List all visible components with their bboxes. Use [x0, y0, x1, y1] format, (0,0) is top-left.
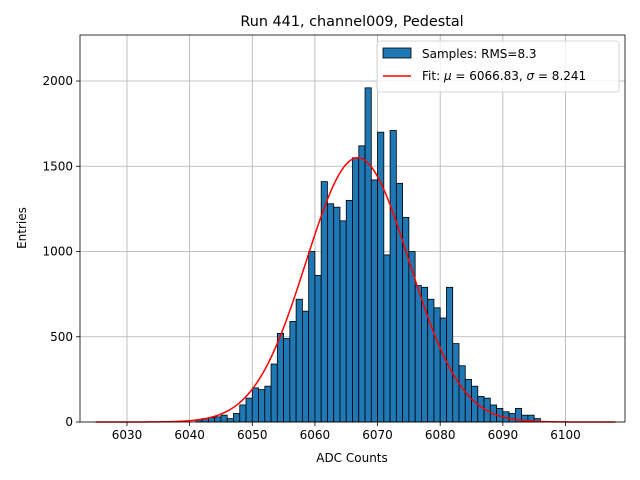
- x-tick-label: 6100: [550, 428, 581, 442]
- histogram-bar: [239, 404, 247, 423]
- histogram-bar: [308, 251, 316, 423]
- histogram-bar: [458, 365, 466, 423]
- histogram-bar: [220, 414, 228, 423]
- histogram-bar: [289, 321, 297, 423]
- histogram-bar: [477, 396, 485, 423]
- histogram-bar: [377, 131, 385, 423]
- plot-frame: [79, 34, 626, 423]
- histogram-bar: [245, 397, 253, 423]
- gaussian-fit-curve: [95, 156, 616, 423]
- legend-samples-label: Samples: RMS=8.3: [422, 47, 537, 61]
- histogram-bar: [283, 338, 291, 423]
- x-axis-label: ADC Counts: [316, 451, 388, 465]
- y-tick-label: 1000: [42, 245, 73, 259]
- histogram-bar: [314, 274, 322, 423]
- legend-fit-mu-symbol: μ: [443, 69, 452, 83]
- histogram-bar: [383, 254, 391, 423]
- histogram-bar: [233, 413, 241, 423]
- legend-fit-mu-value: = 6066.83,: [452, 69, 527, 83]
- histogram-bar: [301, 310, 310, 423]
- legend-fit-sigma-symbol: σ: [527, 69, 535, 83]
- histogram-bar: [276, 332, 284, 423]
- legend: Samples: RMS=8.3 Fit: μ = 6066.83, σ = 8…: [376, 40, 620, 93]
- histogram-bar: [258, 389, 266, 423]
- y-axis-label: Entries: [15, 207, 29, 249]
- histogram-bar: [446, 286, 454, 423]
- histogram-bar: [214, 416, 222, 423]
- histogram-bar: [364, 87, 372, 423]
- x-tick-label: 6090: [488, 428, 519, 442]
- y-tick-label: 500: [50, 330, 73, 344]
- legend-box: [376, 40, 620, 93]
- histogram-bar: [508, 413, 516, 423]
- histogram-bar: [414, 285, 422, 423]
- x-tick-label: 6030: [112, 428, 143, 442]
- histogram-bar: [358, 145, 366, 423]
- histogram-bar: [464, 378, 472, 423]
- y-tick-label: 0: [65, 415, 73, 429]
- x-tick-label: 6070: [362, 428, 393, 442]
- histogram-bar: [270, 363, 278, 423]
- chart-title: Run 441, channel009, Pedestal: [240, 14, 463, 30]
- histogram-bar: [345, 199, 353, 423]
- y-tick-label: 1500: [42, 159, 73, 173]
- histogram-bar: [395, 182, 404, 423]
- histogram-bar: [389, 130, 397, 423]
- histogram-bar: [439, 317, 447, 423]
- histogram-bar: [333, 206, 341, 423]
- x-tick-label: 6050: [237, 428, 268, 442]
- x-axis-ticks: 6030 6040 6050 6060 6070 6080 6090 6100: [112, 422, 581, 442]
- legend-fit-sigma-value: = 8.241: [534, 69, 586, 83]
- histogram-bar: [327, 203, 335, 423]
- legend-fit-label: Fit: μ = 6066.83, σ = 8.241: [422, 69, 586, 83]
- histogram-bar: [370, 179, 378, 423]
- histogram-bar: [320, 181, 328, 423]
- legend-fit-prefix: Fit:: [422, 69, 444, 83]
- histogram-bar: [226, 418, 234, 423]
- y-axis-ticks: 0 500 1000 1500 2000: [42, 74, 80, 429]
- histogram-bar: [339, 220, 347, 423]
- histogram-bar: [295, 298, 303, 423]
- histogram-bar: [251, 387, 259, 423]
- legend-samples-swatch: [382, 47, 412, 59]
- histogram-bars: [195, 87, 541, 423]
- histogram-bar: [433, 307, 441, 423]
- histogram-bar: [352, 157, 360, 423]
- x-tick-label: 6060: [300, 428, 331, 442]
- x-tick-label: 6080: [425, 428, 456, 442]
- histogram-bar: [264, 385, 272, 423]
- x-tick-label: 6040: [174, 428, 205, 442]
- y-tick-label: 2000: [42, 74, 73, 88]
- histogram-bar: [402, 217, 410, 423]
